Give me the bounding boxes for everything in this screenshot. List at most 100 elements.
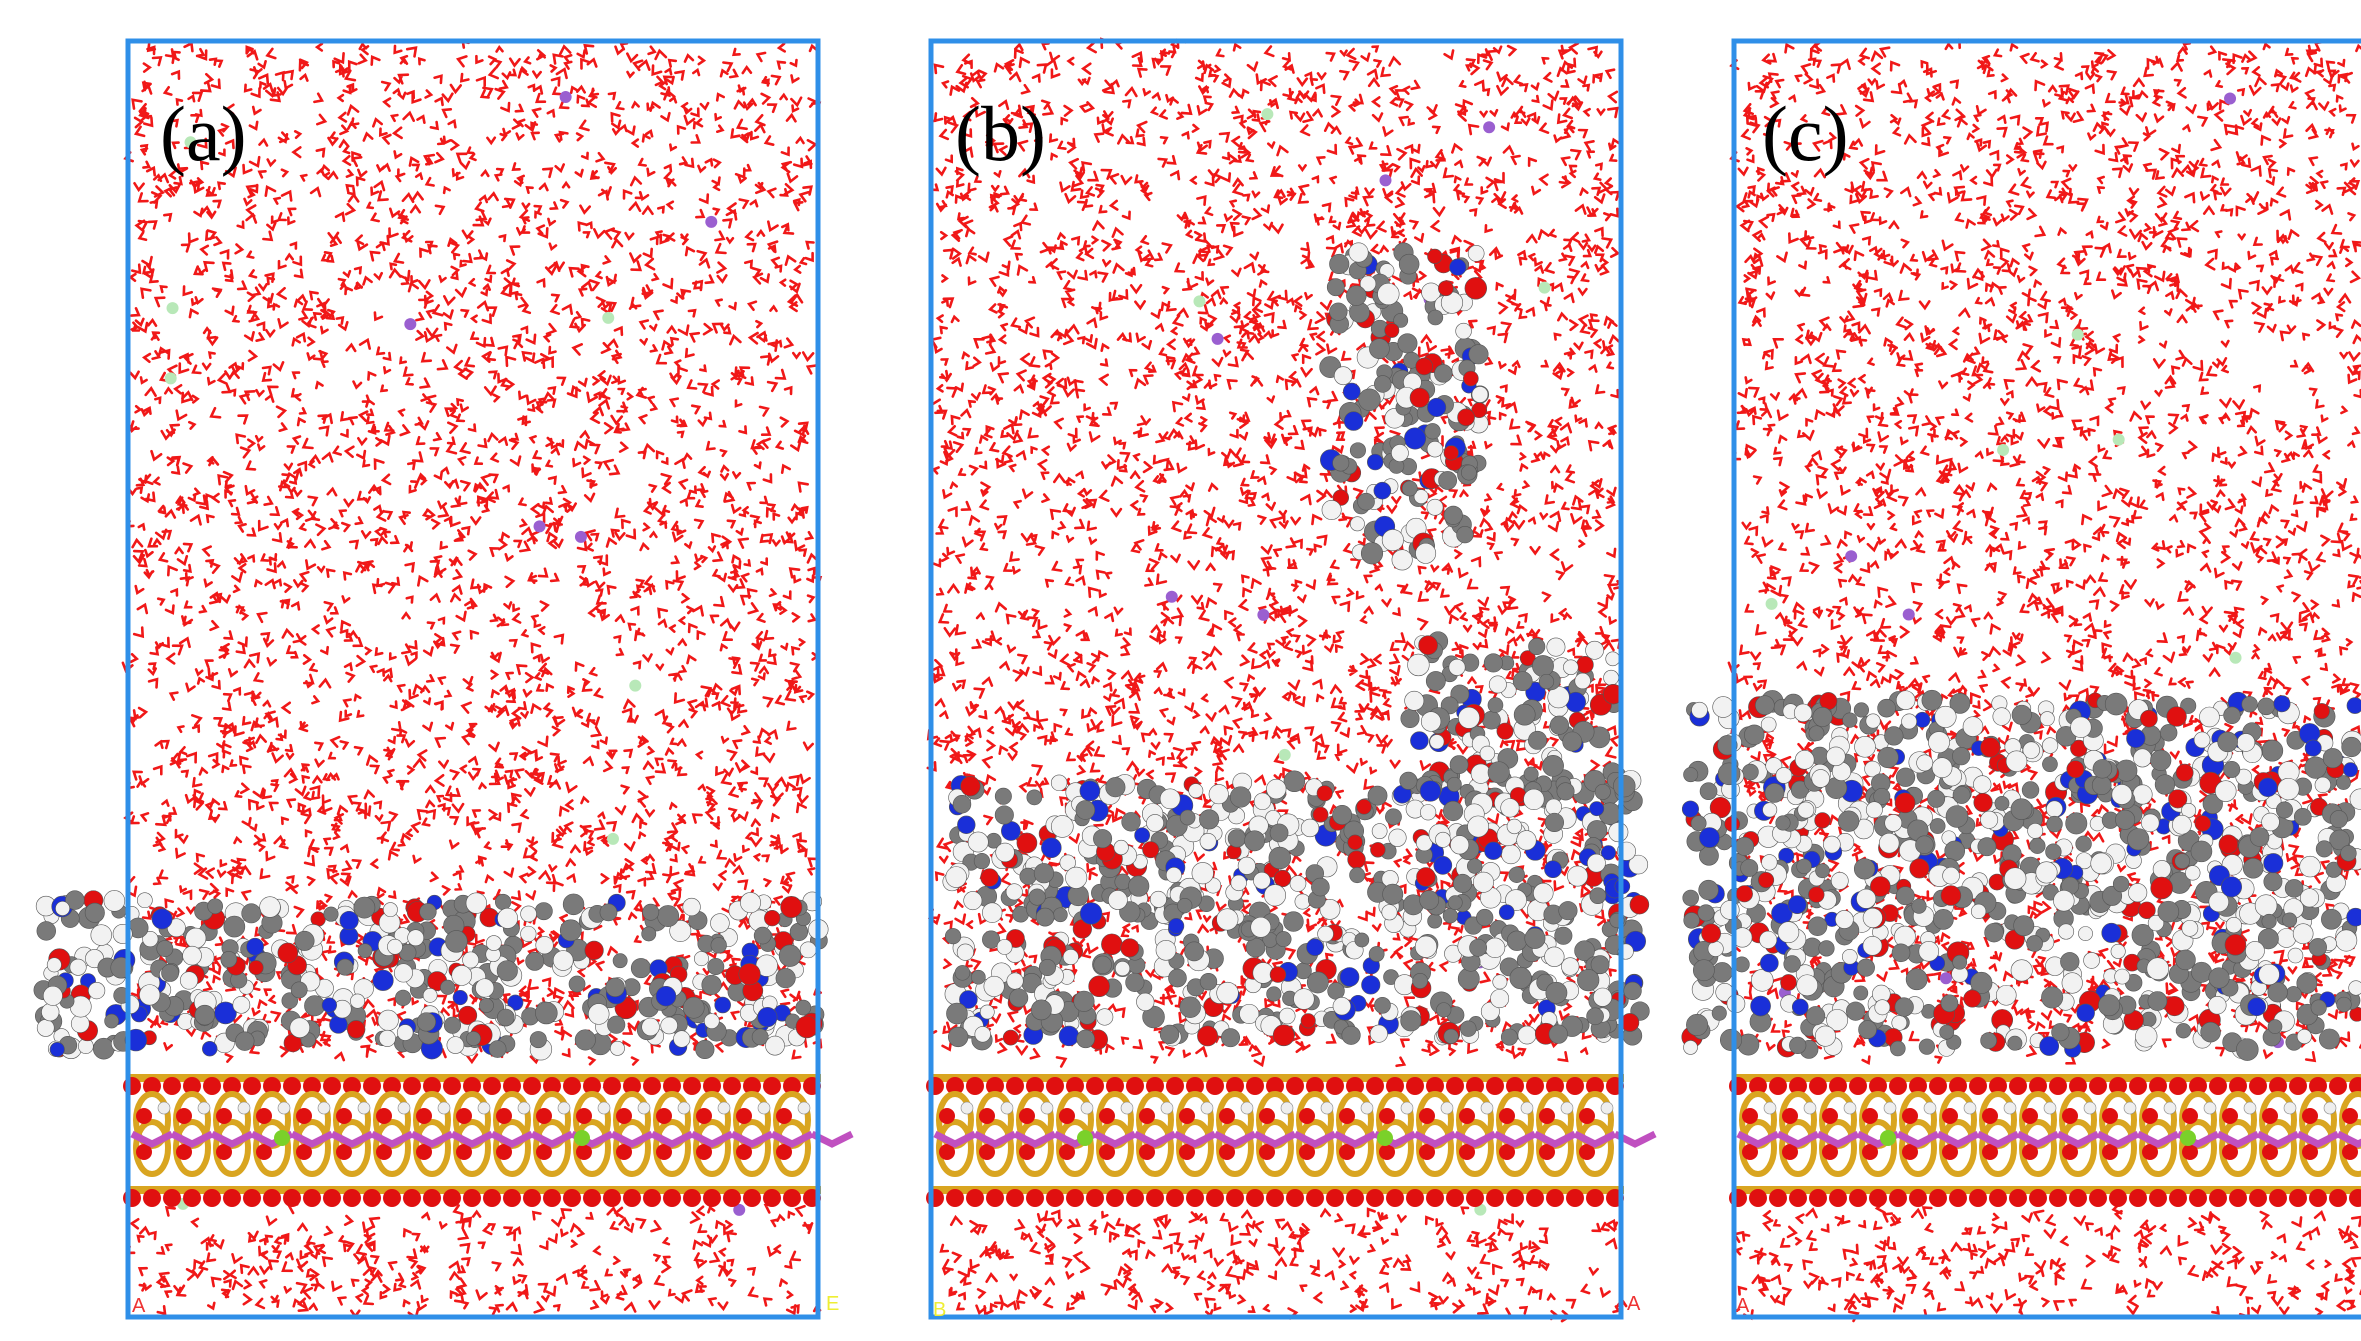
protein-atom (1513, 703, 1536, 726)
protein-atom (574, 1029, 596, 1051)
protein-atom (2132, 784, 2153, 805)
slab-o (463, 1189, 481, 1207)
slab-h (2283, 1101, 2297, 1115)
slab-o (1219, 1144, 1235, 1160)
protein-atom (2261, 913, 2277, 929)
protein-atom (1818, 940, 1835, 957)
protein-atom (277, 942, 299, 964)
protein-atom (1878, 832, 1900, 854)
protein-atom (1347, 834, 1363, 850)
protein-atom (1509, 966, 1532, 990)
slab-o (176, 1144, 192, 1160)
ion (2071, 328, 2084, 341)
protein-atom (1283, 911, 1304, 932)
slab-o (1366, 1077, 1384, 1095)
protein-atom (2174, 853, 2191, 869)
protein-atom (2098, 994, 2121, 1017)
slab-o (1059, 1108, 1075, 1124)
protein-atom (2261, 812, 2280, 832)
protein-atom (1911, 898, 1927, 914)
protein-atom (2168, 789, 2188, 809)
protein-atom (799, 941, 817, 959)
protein-atom (703, 1013, 720, 1029)
protein-atom (281, 992, 298, 1009)
slab-ring (573, 1119, 611, 1177)
protein-atom (980, 868, 999, 887)
slab-o (1782, 1108, 1798, 1124)
protein-atom (1808, 725, 1825, 742)
protein-atom (1994, 795, 2010, 811)
protein-atom (1585, 640, 1604, 660)
protein-atom (2314, 776, 2331, 794)
slab-ring (653, 1119, 691, 1177)
protein-atom (1717, 762, 1741, 786)
protein-atom (1532, 655, 1554, 677)
slab-o (1066, 1189, 1084, 1207)
protein-atom (2304, 756, 2327, 779)
protein-atom (2208, 891, 2230, 913)
protein-atom (1199, 809, 1220, 830)
protein-atom (764, 909, 781, 927)
slab-o (323, 1189, 341, 1207)
slab-h (2323, 1101, 2337, 1115)
slab-ring (373, 1119, 411, 1177)
protein-atom (1426, 498, 1444, 516)
protein-atom (1483, 653, 1503, 673)
protein-atom (2236, 1038, 2259, 1061)
slab-h (1240, 1101, 1254, 1115)
slab-ring (1056, 1119, 1094, 1177)
protein-atom (1216, 908, 1239, 931)
protein-atom (2180, 697, 2197, 714)
protein-atom (1471, 386, 1489, 403)
protein-atom (1780, 974, 1797, 991)
protein-atom (46, 957, 62, 973)
slab-h (1120, 1101, 1134, 1115)
protein-atom (1113, 839, 1129, 856)
protein-atom (1142, 1005, 1165, 1029)
protein-atom (339, 910, 359, 931)
slab-h (2083, 1101, 2097, 1115)
panel-label: (b) (955, 90, 1046, 177)
protein-atom (1448, 658, 1466, 676)
protein-atom (1450, 835, 1470, 855)
slab-o (1769, 1077, 1787, 1095)
protein-atom (1682, 889, 1699, 907)
slab-o (1909, 1189, 1927, 1207)
protein-atom (1120, 938, 1140, 958)
slab-o (1769, 1189, 1787, 1207)
protein-atom (1740, 858, 1759, 877)
protein-atom (1524, 927, 1546, 949)
protein-atom (1498, 904, 1515, 920)
slab-o (939, 1108, 955, 1124)
protein-atom (1487, 697, 1504, 713)
slab-h (317, 1101, 331, 1115)
protein-atom (294, 930, 315, 951)
protein-atom (452, 990, 468, 1006)
slab-o (363, 1189, 381, 1207)
protein-atom (1480, 1001, 1500, 1021)
protein-atom (346, 1020, 366, 1039)
protein-atom (2111, 784, 2133, 805)
protein-atom (1076, 1029, 1095, 1049)
protein-atom (1528, 637, 1546, 656)
protein-atom (1735, 885, 1753, 903)
protein-atom (1554, 926, 1573, 945)
protein-atom (1506, 930, 1528, 951)
slab-o (1299, 1108, 1315, 1124)
protein-atom (2336, 775, 2351, 790)
protein-atom (1783, 955, 1801, 973)
protein-atom (1496, 722, 1514, 740)
protein-atom (1973, 775, 1992, 794)
protein-atom (329, 1015, 348, 1034)
protein-atom (1159, 788, 1181, 810)
protein-atom (1589, 887, 1607, 905)
protein-atom (1358, 388, 1381, 411)
protein-atom (1750, 995, 1771, 1017)
protein-atom (1230, 874, 1247, 892)
protein-atom (1533, 882, 1554, 904)
slab-o (2342, 1144, 2358, 1160)
protein-atom (2029, 837, 2046, 854)
box-a (125, 38, 821, 1320)
protein-atom (2336, 996, 2352, 1013)
protein-atom (1890, 1040, 1906, 1057)
